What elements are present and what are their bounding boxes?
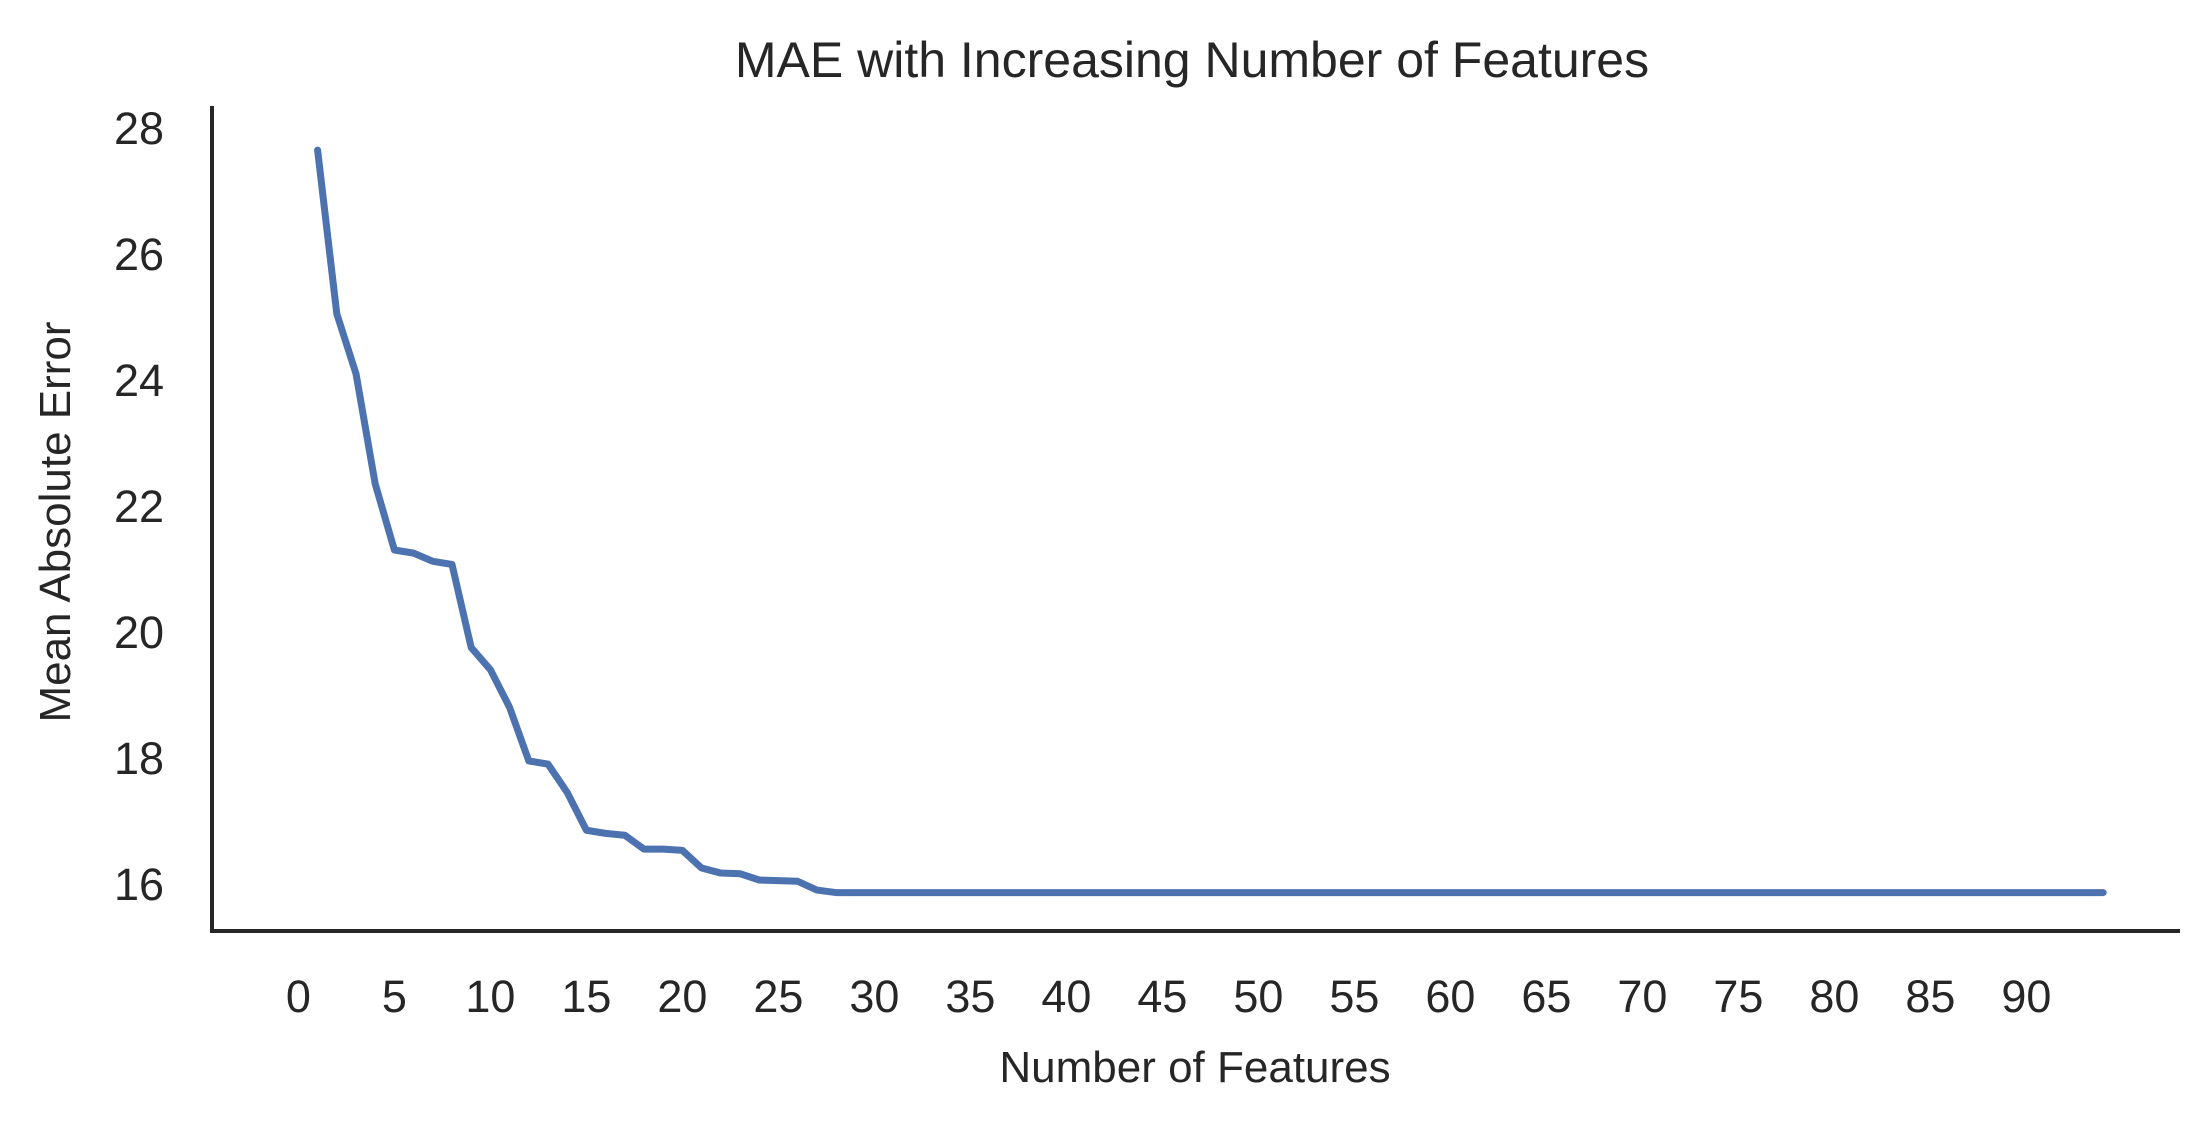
x-tick-label: 50 <box>1233 971 1283 1022</box>
x-tick-label: 70 <box>1617 971 1667 1022</box>
x-tick-label: 80 <box>1809 971 1859 1022</box>
x-tick-label: 35 <box>945 971 995 1022</box>
chart-title: MAE with Increasing Number of Features <box>735 32 1649 88</box>
x-tick-label: 15 <box>561 971 611 1022</box>
y-tick-label: 20 <box>114 607 164 658</box>
y-axis-label: Mean Absolute Error <box>31 321 80 722</box>
y-tick-label: 22 <box>114 481 164 532</box>
y-tick-label: 24 <box>114 355 164 406</box>
x-tick-label: 25 <box>753 971 803 1022</box>
x-tick-label: 65 <box>1521 971 1571 1022</box>
x-tick-label: 30 <box>849 971 899 1022</box>
x-tick-labels: 0 5 10 15 20 25 30 35 40 45 50 55 60 65 70 75 80 85 90 <box>286 971 2052 1022</box>
x-tick-label: 40 <box>1041 971 1091 1022</box>
y-tick-labels: 16 18 20 22 24 26 28 <box>114 103 164 910</box>
x-tick-label: 60 <box>1425 971 1475 1022</box>
y-tick-label: 18 <box>114 733 164 784</box>
x-tick-label: 0 <box>286 971 311 1022</box>
x-axis-label: Number of Features <box>999 1043 1390 1092</box>
x-tick-label: 10 <box>465 971 515 1022</box>
x-tick-label: 5 <box>382 971 407 1022</box>
x-tick-label: 90 <box>2001 971 2051 1022</box>
x-tick-label: 45 <box>1137 971 1187 1022</box>
y-tick-label: 16 <box>114 859 164 910</box>
x-tick-label: 55 <box>1329 971 1379 1022</box>
y-tick-label: 26 <box>114 229 164 280</box>
x-tick-label: 85 <box>1905 971 1955 1022</box>
x-tick-label: 20 <box>657 971 707 1022</box>
mae-series-line <box>314 146 2107 897</box>
x-tick-label: 75 <box>1713 971 1763 1022</box>
y-tick-label: 28 <box>114 103 164 154</box>
